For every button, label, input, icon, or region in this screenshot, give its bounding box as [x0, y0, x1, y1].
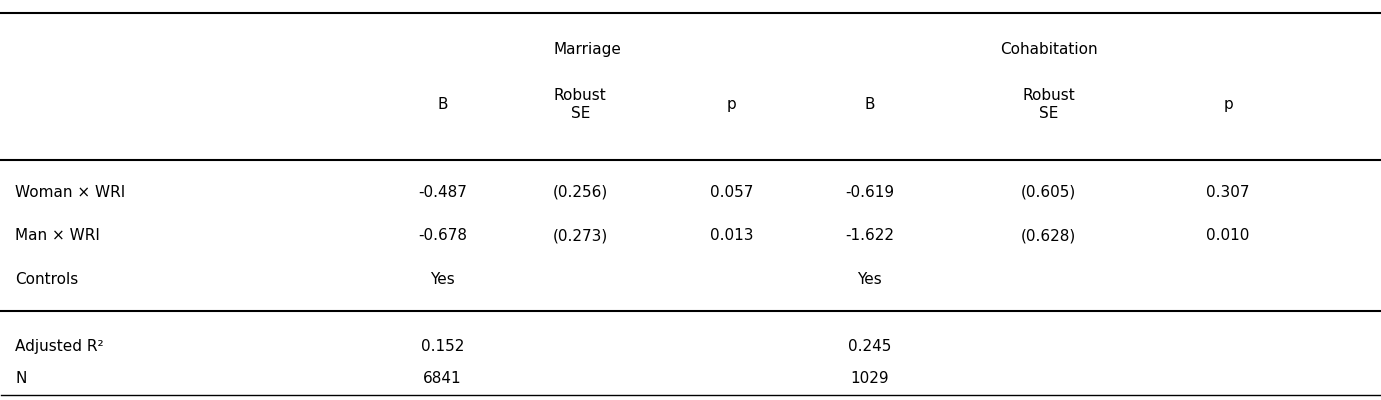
Text: Robust
SE: Robust SE: [554, 88, 606, 121]
Text: p: p: [726, 97, 736, 112]
Text: (0.605): (0.605): [1021, 184, 1076, 200]
Text: 0.057: 0.057: [710, 184, 754, 200]
Text: Adjusted R²: Adjusted R²: [15, 340, 104, 354]
Text: B: B: [865, 97, 876, 112]
Text: (0.256): (0.256): [552, 184, 608, 200]
Text: 0.013: 0.013: [710, 228, 754, 243]
Text: 0.307: 0.307: [1206, 184, 1250, 200]
Text: -0.678: -0.678: [418, 228, 467, 243]
Text: p: p: [1224, 97, 1233, 112]
Text: -1.622: -1.622: [845, 228, 894, 243]
Text: B: B: [438, 97, 447, 112]
Text: Cohabitation: Cohabitation: [1000, 42, 1098, 56]
Text: 0.152: 0.152: [421, 340, 464, 354]
Text: (0.628): (0.628): [1021, 228, 1076, 243]
Text: 0.245: 0.245: [848, 340, 891, 354]
Text: Controls: Controls: [15, 272, 79, 287]
Text: Yes: Yes: [429, 272, 454, 287]
Text: 0.010: 0.010: [1207, 228, 1250, 243]
Text: 1029: 1029: [851, 371, 889, 386]
Text: Marriage: Marriage: [554, 42, 621, 56]
Text: -0.619: -0.619: [845, 184, 895, 200]
Text: -0.487: -0.487: [418, 184, 467, 200]
Text: N: N: [15, 371, 26, 386]
Text: Man × WRI: Man × WRI: [15, 228, 99, 243]
Text: (0.273): (0.273): [552, 228, 608, 243]
Text: Robust
SE: Robust SE: [1022, 88, 1076, 121]
Text: Yes: Yes: [858, 272, 882, 287]
Text: 6841: 6841: [423, 371, 461, 386]
Text: Woman × WRI: Woman × WRI: [15, 184, 126, 200]
